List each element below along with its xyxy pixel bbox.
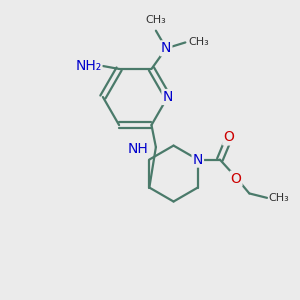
Text: NH₂: NH₂ (75, 59, 101, 73)
Text: O: O (223, 130, 234, 145)
Text: N: N (193, 153, 203, 166)
Text: NH: NH (128, 142, 148, 156)
Text: CH₃: CH₃ (188, 38, 209, 47)
Text: N: N (163, 90, 173, 104)
Text: N: N (161, 41, 171, 55)
Text: O: O (231, 172, 242, 186)
Text: CH₃: CH₃ (268, 193, 289, 203)
Text: CH₃: CH₃ (146, 15, 166, 26)
